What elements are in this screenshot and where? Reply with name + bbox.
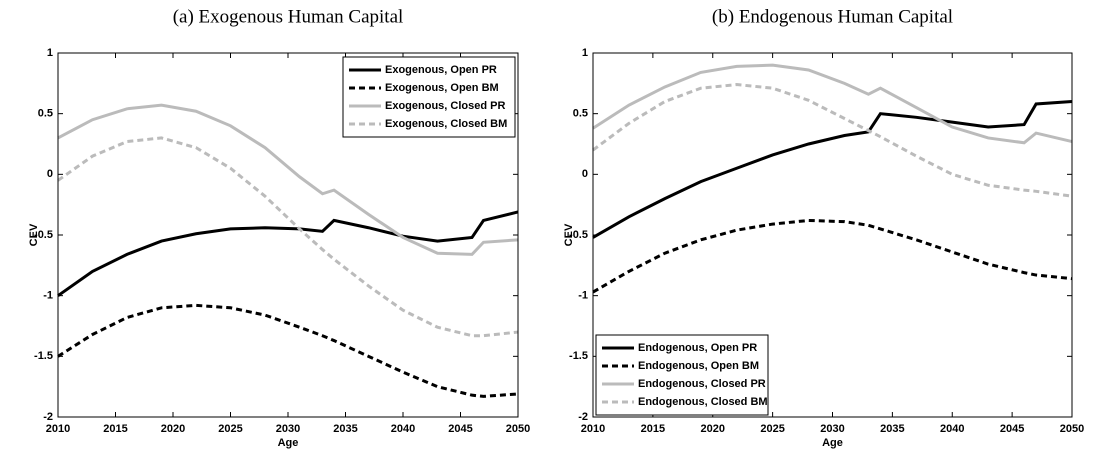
y-tick-label: 0.5 [573,108,588,120]
x-tick-label: 2035 [880,423,904,435]
x-tick-label: 2030 [276,423,300,435]
series-line [592,83,1073,198]
legend-label: Endogenous, Closed PR [638,378,766,390]
legend-label: Endogenous, Closed BM [638,396,768,408]
series-line [592,100,1073,239]
legend-label: Exogenous, Open PR [385,64,497,76]
series-line [592,218,1073,294]
x-tick-label: 2015 [641,423,665,435]
y-tick-label: -1 [578,290,588,302]
plot-frame [592,52,1073,418]
x-tick-label: 2035 [333,423,357,435]
series-line [57,136,519,338]
x-axis-label: Age [822,437,843,449]
legend: Endogenous, Open PR Endogenous, Open BM En… [595,334,769,416]
series-line [57,210,519,297]
y-tick-label: -0.5 [569,229,588,241]
series-line [57,303,519,398]
x-tick-label: 2020 [701,423,725,435]
x-tick-label: 2050 [1060,423,1084,435]
y-axis-label: CEV [28,223,40,246]
y-tick-label: -2 [578,411,588,423]
y-axis-label: CEV [563,223,575,246]
y-tick-label: -1.5 [569,350,588,362]
x-tick-label: 2045 [448,423,472,435]
x-tick-label: 2040 [940,423,964,435]
chart-title: (a) Exogenous Human Capital [173,6,404,27]
y-tick-label: 0 [47,168,53,180]
y-tick-label: 0 [582,168,588,180]
series-line [57,103,519,256]
legend-label: Endogenous, Open PR [638,342,757,354]
legend-label: Exogenous, Open BM [385,82,499,94]
x-tick-label: 2010 [581,423,605,435]
legend-label: Exogenous, Closed BM [385,118,507,130]
legend-label: Exogenous, Closed PR [385,100,505,112]
series-line [592,63,1073,145]
x-tick-label: 2040 [391,423,415,435]
x-tick-label: 2015 [103,423,127,435]
y-tick-label: 1 [47,47,53,59]
x-tick-label: 2025 [760,423,784,435]
x-tick-label: 2045 [1000,423,1024,435]
x-tick-label: 2030 [820,423,844,435]
y-tick-label: -1 [43,290,53,302]
x-tick-label: 2025 [218,423,242,435]
y-tick-label: 1 [582,47,588,59]
plot-frame [57,52,519,418]
y-tick-label: 0.5 [38,108,53,120]
y-tick-label: -2 [43,411,53,423]
chart-title: (b) Endogenous Human Capital [712,6,953,27]
x-tick-label: 2020 [161,423,185,435]
x-axis-label: Age [278,437,299,449]
x-tick-label: 2010 [46,423,70,435]
legend: Exogenous, Open PR Exogenous, Open BM Exog… [342,56,516,138]
y-tick-label: -0.5 [34,229,53,241]
y-tick-label: -1.5 [34,350,53,362]
x-tick-label: 2050 [506,423,530,435]
legend-label: Endogenous, Open BM [638,360,759,372]
